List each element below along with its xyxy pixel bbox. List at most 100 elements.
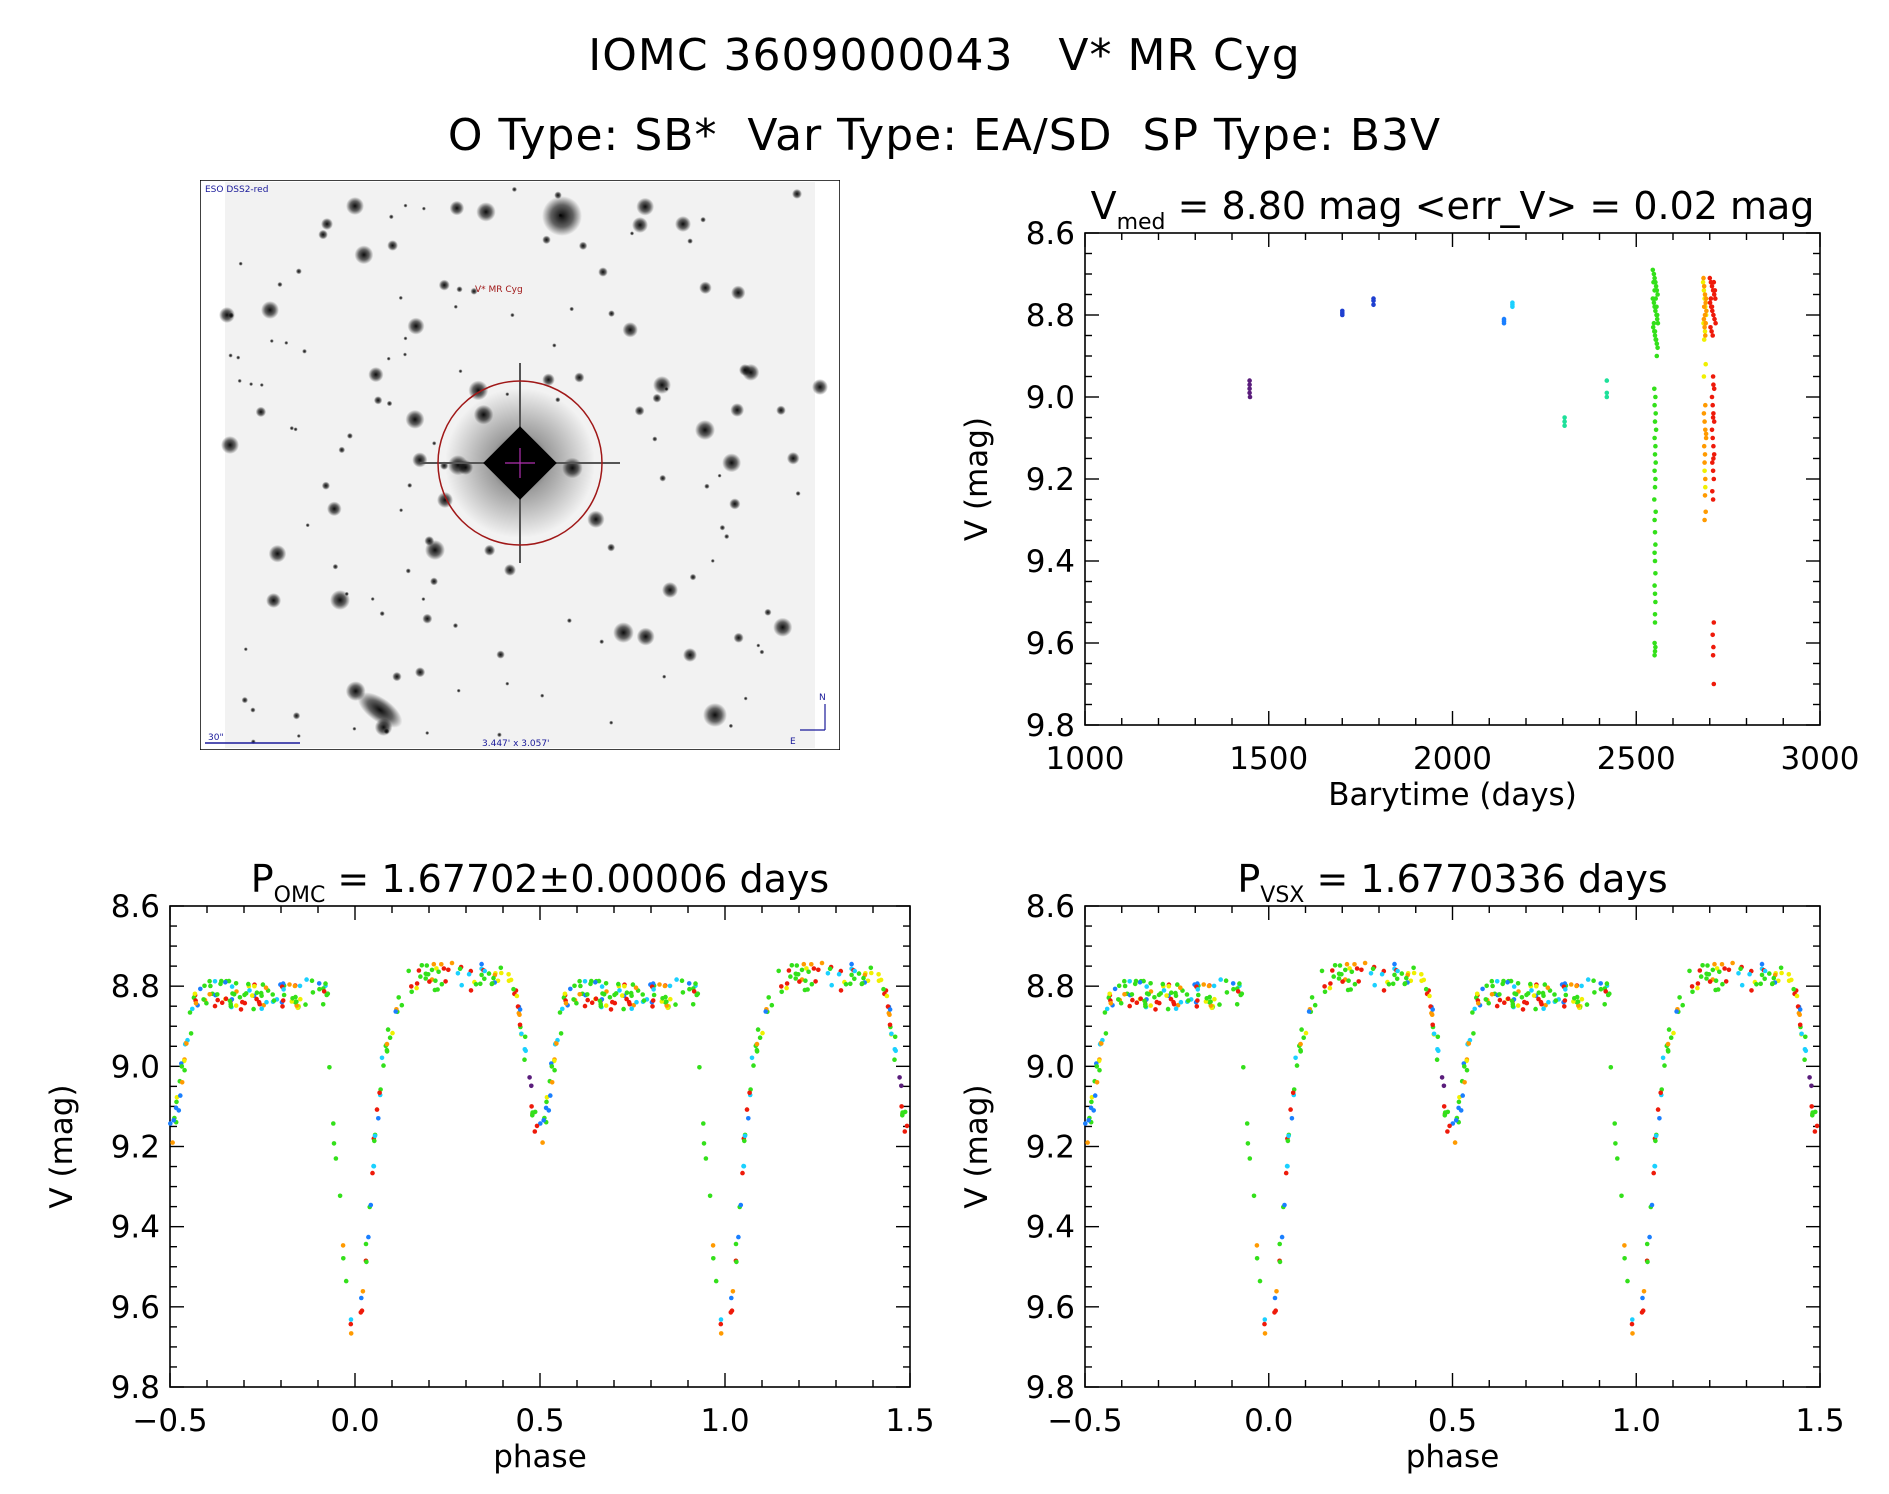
data-point-green	[799, 967, 805, 973]
data-point-green	[1758, 981, 1763, 987]
data-point-green	[1652, 288, 1657, 293]
data-point-red	[1710, 632, 1715, 638]
data-point-red	[1127, 1003, 1132, 1009]
data-point-red	[529, 1104, 534, 1109]
star	[652, 393, 662, 403]
data-point-green	[1653, 571, 1658, 576]
data-point-cyan	[1511, 984, 1517, 989]
star	[415, 667, 426, 678]
star	[421, 597, 426, 602]
data-point-red	[1322, 984, 1327, 989]
data-point-green	[755, 1027, 761, 1032]
data-point-yellow	[506, 978, 512, 984]
data-point-teal	[1562, 419, 1567, 424]
data-point-skyblue	[1505, 980, 1510, 985]
data-point-green	[1336, 976, 1342, 981]
data-point-red	[811, 966, 817, 971]
data-point-green	[1247, 1156, 1253, 1161]
star	[405, 409, 425, 429]
data-point-green	[651, 992, 657, 998]
data-point-green	[856, 971, 862, 976]
data-point-green	[1552, 992, 1557, 997]
data-point-green	[794, 963, 800, 968]
data-point-blue	[1371, 298, 1376, 304]
data-point-green	[1644, 1241, 1650, 1247]
data-point-red	[593, 996, 599, 1001]
star	[689, 573, 697, 581]
data-point-green	[1778, 965, 1784, 971]
data-point-red	[1712, 288, 1718, 293]
star	[219, 307, 235, 323]
data-point-orange	[1344, 961, 1350, 967]
data-point-orange	[718, 1331, 724, 1336]
data-point-green	[1277, 1259, 1283, 1265]
data-point-cyan	[1803, 1048, 1809, 1054]
y-tick-label: 8.6	[1026, 889, 1075, 925]
data-point-cyan	[1173, 1006, 1179, 1011]
data-point-green	[1652, 452, 1658, 457]
data-point-yellow	[1419, 978, 1424, 984]
data-point-red	[1520, 1007, 1526, 1012]
data-point-green	[532, 1109, 538, 1115]
data-point-green	[522, 1057, 527, 1062]
data-point-green	[1653, 394, 1658, 400]
data-point-orange	[819, 960, 825, 966]
data-point-red	[1235, 989, 1241, 994]
data-point-red	[1138, 996, 1143, 1001]
star	[542, 235, 551, 245]
data-point-green	[1116, 997, 1121, 1002]
data-point-green	[1608, 1065, 1614, 1070]
star	[724, 533, 730, 540]
data-point-orange	[1702, 493, 1708, 498]
data-point-green	[1651, 320, 1657, 326]
star	[266, 593, 282, 608]
data-point-green	[233, 981, 239, 986]
data-point-cyan	[629, 1006, 634, 1011]
data-point-cyan	[1218, 977, 1223, 982]
data-point-green	[1652, 435, 1657, 441]
data-point-yellow	[1427, 993, 1432, 999]
data-point-red	[1711, 312, 1716, 318]
data-point-red	[409, 984, 414, 989]
data-point-cyan	[651, 987, 656, 992]
star	[352, 726, 357, 731]
star	[386, 356, 391, 361]
star	[608, 310, 615, 317]
data-point-red	[1328, 981, 1333, 986]
data-point-yellow	[1701, 374, 1707, 379]
data-point-yellow	[1703, 361, 1708, 367]
data-point-green	[337, 1193, 343, 1199]
data-point-green	[1144, 991, 1150, 996]
star	[636, 197, 655, 216]
data-point-green	[1301, 1035, 1306, 1040]
data-point-red	[1707, 275, 1713, 281]
data-point-skyblue	[1091, 1108, 1096, 1113]
data-point-green	[1598, 986, 1604, 992]
data-point-purple	[1809, 1083, 1814, 1089]
data-point-green	[1652, 550, 1657, 556]
data-point-skyblue	[736, 1234, 741, 1240]
star	[756, 643, 761, 648]
x-tick-label: 2500	[1597, 741, 1676, 777]
data-point-skyblue	[393, 1009, 399, 1014]
data-point-skyblue	[686, 981, 692, 986]
data-point-cyan	[379, 1055, 385, 1061]
data-point-orange	[1630, 1331, 1635, 1336]
data-point-purple	[1807, 1075, 1812, 1080]
data-point-red	[1494, 1003, 1500, 1009]
data-point-green	[1791, 986, 1796, 992]
data-point-green	[624, 990, 630, 995]
data-point-green	[1653, 284, 1659, 289]
data-point-cyan	[466, 971, 472, 977]
star	[629, 231, 635, 236]
data-point-cyan	[1541, 1006, 1546, 1011]
data-point-red	[1168, 996, 1174, 1002]
data-point-green	[1331, 974, 1336, 979]
data-point-orange	[1545, 985, 1551, 990]
data-point-green	[1231, 986, 1236, 992]
data-point-green	[1299, 1027, 1304, 1032]
data-point-skyblue	[1674, 1009, 1679, 1014]
data-point-green	[1653, 411, 1658, 416]
star	[540, 693, 545, 698]
data-point-cyan	[741, 1163, 746, 1169]
